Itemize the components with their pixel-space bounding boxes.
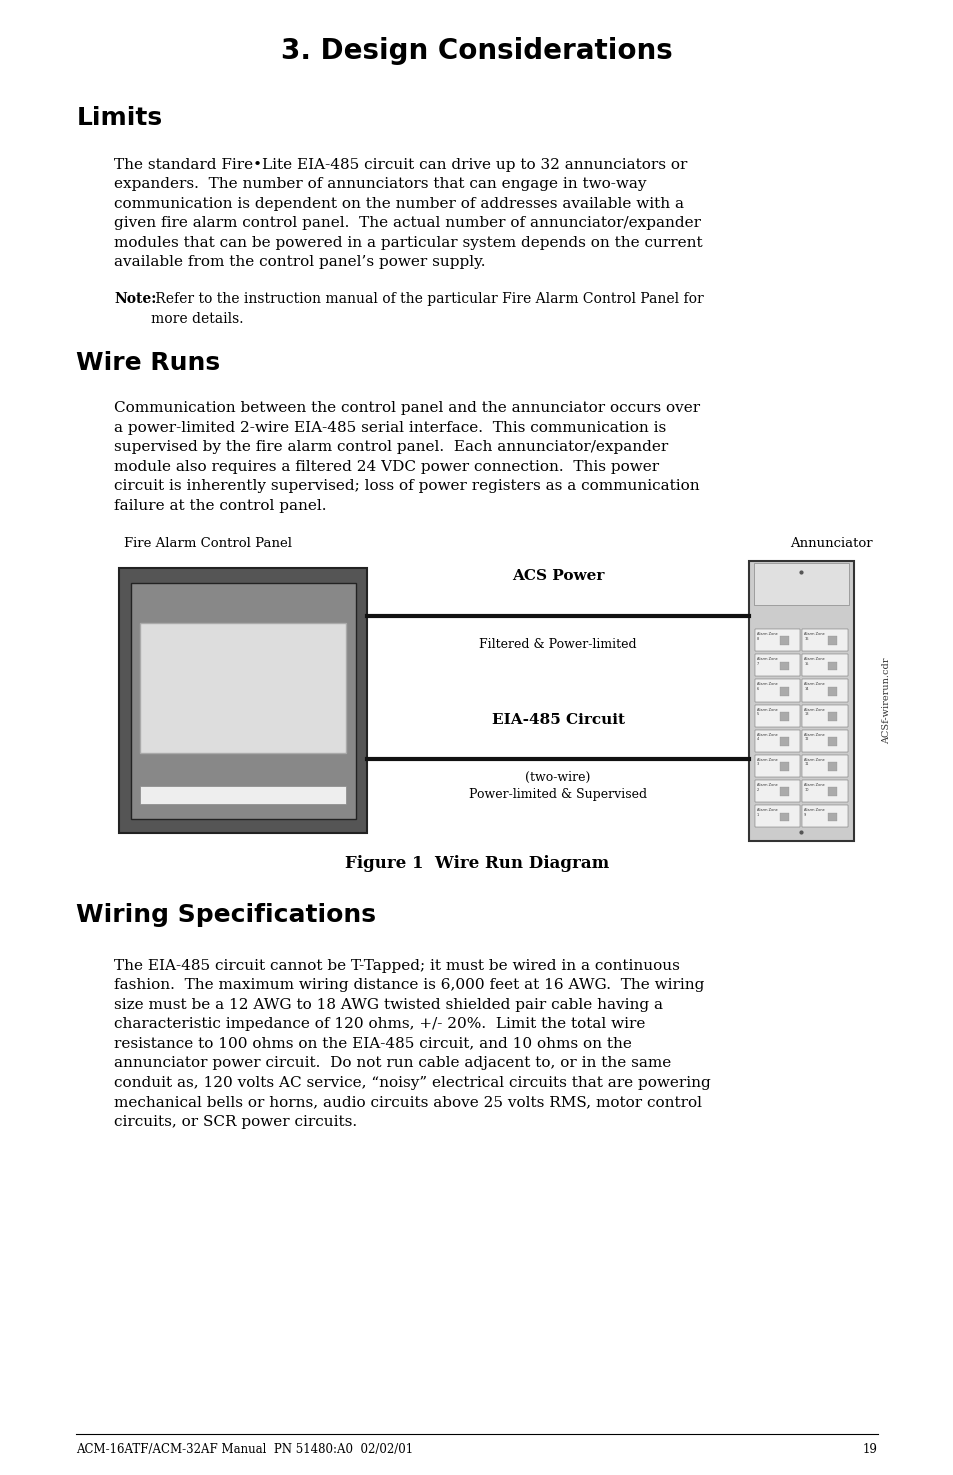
FancyBboxPatch shape	[753, 563, 848, 605]
FancyBboxPatch shape	[779, 662, 789, 671]
FancyBboxPatch shape	[826, 662, 837, 671]
FancyBboxPatch shape	[754, 805, 800, 827]
Text: Wiring Specifications: Wiring Specifications	[76, 903, 375, 926]
Text: 3. Design Considerations: 3. Design Considerations	[281, 37, 672, 65]
Text: EIA-485 Circuit: EIA-485 Circuit	[491, 712, 624, 727]
Text: Alarm Zone
13: Alarm Zone 13	[803, 708, 824, 717]
Text: Alarm Zone
1: Alarm Zone 1	[756, 808, 777, 817]
Text: ACM-16ATF/ACM-32AF Manual  PN 51480:A0  02/02/01: ACM-16ATF/ACM-32AF Manual PN 51480:A0 02…	[76, 1443, 413, 1456]
FancyBboxPatch shape	[754, 730, 800, 752]
Text: The standard Fire•Lite EIA-485 circuit can drive up to 32 annunciators or
expand: The standard Fire•Lite EIA-485 circuit c…	[114, 158, 702, 270]
FancyBboxPatch shape	[779, 738, 789, 746]
FancyBboxPatch shape	[779, 687, 789, 696]
Text: Refer to the instruction manual of the particular Fire Alarm Control Panel for
m: Refer to the instruction manual of the p…	[151, 292, 702, 326]
FancyBboxPatch shape	[754, 780, 800, 802]
FancyBboxPatch shape	[754, 628, 800, 652]
Text: (two-wire)
Power-limited & Supervised: (two-wire) Power-limited & Supervised	[469, 771, 646, 801]
FancyBboxPatch shape	[826, 687, 837, 696]
Text: Alarm Zone
6: Alarm Zone 6	[756, 683, 777, 690]
FancyBboxPatch shape	[826, 763, 837, 771]
Text: 19: 19	[862, 1443, 877, 1456]
Text: Alarm Zone
10: Alarm Zone 10	[803, 783, 824, 792]
Text: Alarm Zone
15: Alarm Zone 15	[803, 658, 824, 665]
FancyBboxPatch shape	[140, 622, 346, 752]
Text: Alarm Zone
11: Alarm Zone 11	[803, 758, 824, 767]
Text: Alarm Zone
2: Alarm Zone 2	[756, 783, 777, 792]
Text: Alarm Zone
5: Alarm Zone 5	[756, 708, 777, 717]
FancyBboxPatch shape	[801, 680, 847, 702]
FancyBboxPatch shape	[801, 655, 847, 677]
FancyBboxPatch shape	[779, 813, 789, 822]
FancyBboxPatch shape	[119, 568, 367, 833]
FancyBboxPatch shape	[779, 763, 789, 771]
FancyBboxPatch shape	[826, 813, 837, 822]
FancyBboxPatch shape	[754, 655, 800, 677]
Text: Alarm Zone
9: Alarm Zone 9	[803, 808, 824, 817]
FancyBboxPatch shape	[826, 738, 837, 746]
Text: Alarm Zone
7: Alarm Zone 7	[756, 658, 777, 665]
FancyBboxPatch shape	[748, 560, 853, 841]
FancyBboxPatch shape	[779, 712, 789, 721]
FancyBboxPatch shape	[801, 730, 847, 752]
Text: Alarm Zone
4: Alarm Zone 4	[756, 733, 777, 742]
Text: Wire Runs: Wire Runs	[76, 351, 220, 375]
FancyBboxPatch shape	[131, 583, 355, 819]
FancyBboxPatch shape	[801, 628, 847, 652]
Text: Alarm Zone
8: Alarm Zone 8	[756, 631, 777, 640]
FancyBboxPatch shape	[826, 712, 837, 721]
FancyBboxPatch shape	[801, 705, 847, 727]
Text: Fire Alarm Control Panel: Fire Alarm Control Panel	[124, 537, 292, 550]
Text: The EIA-485 circuit cannot be T-Tapped; it must be wired in a continuous
fashion: The EIA-485 circuit cannot be T-Tapped; …	[114, 959, 711, 1128]
Text: ACS Power: ACS Power	[512, 569, 603, 583]
FancyBboxPatch shape	[754, 705, 800, 727]
Text: Alarm Zone
3: Alarm Zone 3	[756, 758, 777, 767]
FancyBboxPatch shape	[754, 755, 800, 777]
Text: Filtered & Power-limited: Filtered & Power-limited	[478, 637, 637, 650]
Text: Alarm Zone
14: Alarm Zone 14	[803, 683, 824, 690]
Text: ⬤ FIRE•MASTER: ⬤ FIRE•MASTER	[145, 792, 203, 798]
FancyBboxPatch shape	[754, 680, 800, 702]
FancyBboxPatch shape	[826, 788, 837, 797]
FancyBboxPatch shape	[779, 636, 789, 645]
FancyBboxPatch shape	[801, 780, 847, 802]
Text: Communication between the control panel and the annunciator occurs over
a power-: Communication between the control panel …	[114, 401, 700, 513]
FancyBboxPatch shape	[801, 755, 847, 777]
FancyBboxPatch shape	[140, 786, 346, 804]
Text: Annunciator: Annunciator	[789, 537, 872, 550]
FancyBboxPatch shape	[779, 788, 789, 797]
Text: Limits: Limits	[76, 106, 162, 130]
Text: Alarm Zone
12: Alarm Zone 12	[803, 733, 824, 742]
Text: Note:: Note:	[114, 292, 156, 305]
FancyBboxPatch shape	[826, 636, 837, 645]
Text: Alarm Zone
16: Alarm Zone 16	[803, 631, 824, 640]
Text: ACSf-wirerun.cdr: ACSf-wirerun.cdr	[882, 658, 890, 743]
FancyBboxPatch shape	[801, 805, 847, 827]
Text: Figure 1  Wire Run Diagram: Figure 1 Wire Run Diagram	[345, 855, 608, 873]
